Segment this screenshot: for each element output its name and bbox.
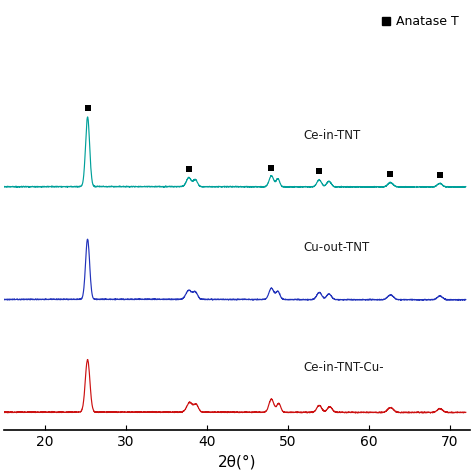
Text: Ce-in-TNT: Ce-in-TNT — [304, 128, 361, 142]
Text: Cu-out-TNT: Cu-out-TNT — [304, 241, 370, 254]
X-axis label: 2θ(°): 2θ(°) — [218, 455, 256, 470]
Legend: Anatase T: Anatase T — [376, 10, 464, 33]
Text: Ce-in-TNT-Cu-: Ce-in-TNT-Cu- — [304, 361, 384, 374]
